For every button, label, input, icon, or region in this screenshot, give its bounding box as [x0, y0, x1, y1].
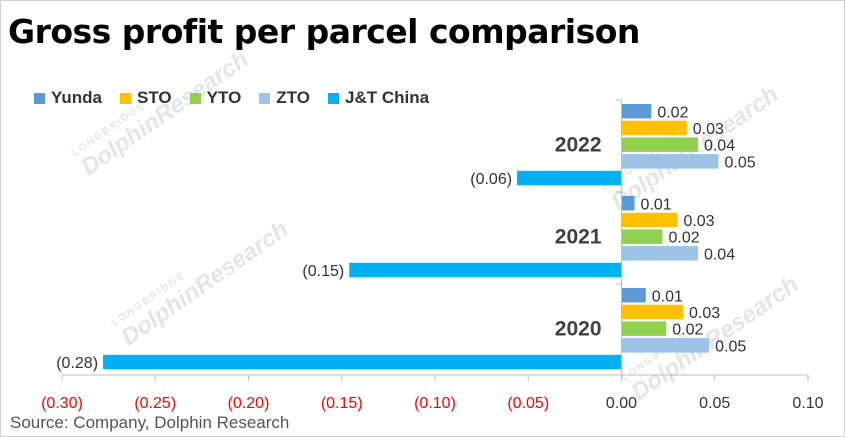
data-label: 0.02: [672, 322, 703, 339]
data-label: 0.04: [704, 246, 735, 263]
legend-item-yto: YTO: [189, 88, 242, 108]
legend-label: ZTO: [276, 88, 310, 107]
bar-zto-2022: [621, 154, 719, 169]
x-tick-label: (0.10): [414, 395, 456, 412]
category-label-2022: 2022: [555, 134, 602, 157]
data-label: 0.01: [652, 288, 683, 305]
data-label: 0.05: [724, 154, 755, 171]
x-tick-label: (0.30): [41, 395, 83, 412]
legend-item-zto: ZTO: [259, 88, 310, 108]
x-tick-label: 0.00: [606, 395, 637, 412]
bar-sto-2021: [621, 212, 678, 228]
data-label: 0.02: [669, 230, 700, 247]
bar-yto-2020: [621, 321, 667, 336]
x-tick-label: (0.05): [507, 395, 549, 412]
x-tick-label: (0.20): [228, 395, 270, 412]
data-label: 0.02: [657, 104, 688, 121]
bar-yunda-2021: [621, 196, 635, 211]
legend-swatch: [34, 92, 45, 104]
x-tick-label: (0.25): [134, 395, 176, 412]
data-label: 0.03: [689, 305, 720, 322]
data-label: 0.03: [693, 121, 724, 138]
bar-yto-2021: [621, 229, 663, 244]
legend-label: STO: [137, 88, 172, 107]
legend-item-sto: STO: [120, 88, 172, 108]
bar-j-t-china-2021: [349, 262, 622, 278]
data-label: 0.03: [683, 213, 714, 230]
bar-yunda-2022: [621, 104, 652, 119]
legend-label: Yunda: [51, 88, 103, 107]
legend-swatch: [327, 92, 339, 104]
legend-swatch: [259, 92, 271, 104]
legend-label: YTO: [206, 88, 242, 107]
category-label-2021: 2021: [555, 226, 602, 249]
data-label: (0.15): [302, 263, 344, 280]
data-label: 0.05: [715, 338, 746, 355]
data-label: 0.01: [641, 196, 672, 213]
source-note: Source: Company, Dolphin Research: [10, 413, 290, 432]
bar-sto-2020: [621, 304, 684, 320]
chart-legend: Yunda STO YTO ZTO J&T China: [34, 88, 447, 108]
bar-zto-2020: [621, 338, 710, 353]
bar-zto-2021: [621, 246, 698, 261]
x-tick-label: (0.15): [321, 395, 363, 412]
bar-j-t-china-2022: [517, 170, 622, 186]
chart-title: Gross profit per parcel comparison: [8, 12, 640, 51]
legend-swatch: [189, 92, 201, 104]
x-tick-label: 0.05: [699, 395, 730, 412]
data-label: (0.28): [56, 355, 98, 372]
legend-item-yunda: Yunda: [34, 88, 102, 108]
bar-sto-2022: [621, 120, 687, 136]
data-label: (0.06): [470, 171, 512, 188]
bar-yunda-2020: [621, 288, 646, 303]
x-tick-label: 0.10: [792, 395, 823, 412]
legend-item-j-t-china: J&T China: [327, 88, 430, 108]
legend-label: J&T China: [344, 88, 430, 107]
data-label: 0.04: [704, 138, 735, 155]
category-label-2020: 2020: [555, 318, 602, 341]
bar-yto-2022: [621, 137, 698, 152]
bar-j-t-china-2020: [103, 354, 622, 370]
legend-swatch: [120, 92, 132, 104]
